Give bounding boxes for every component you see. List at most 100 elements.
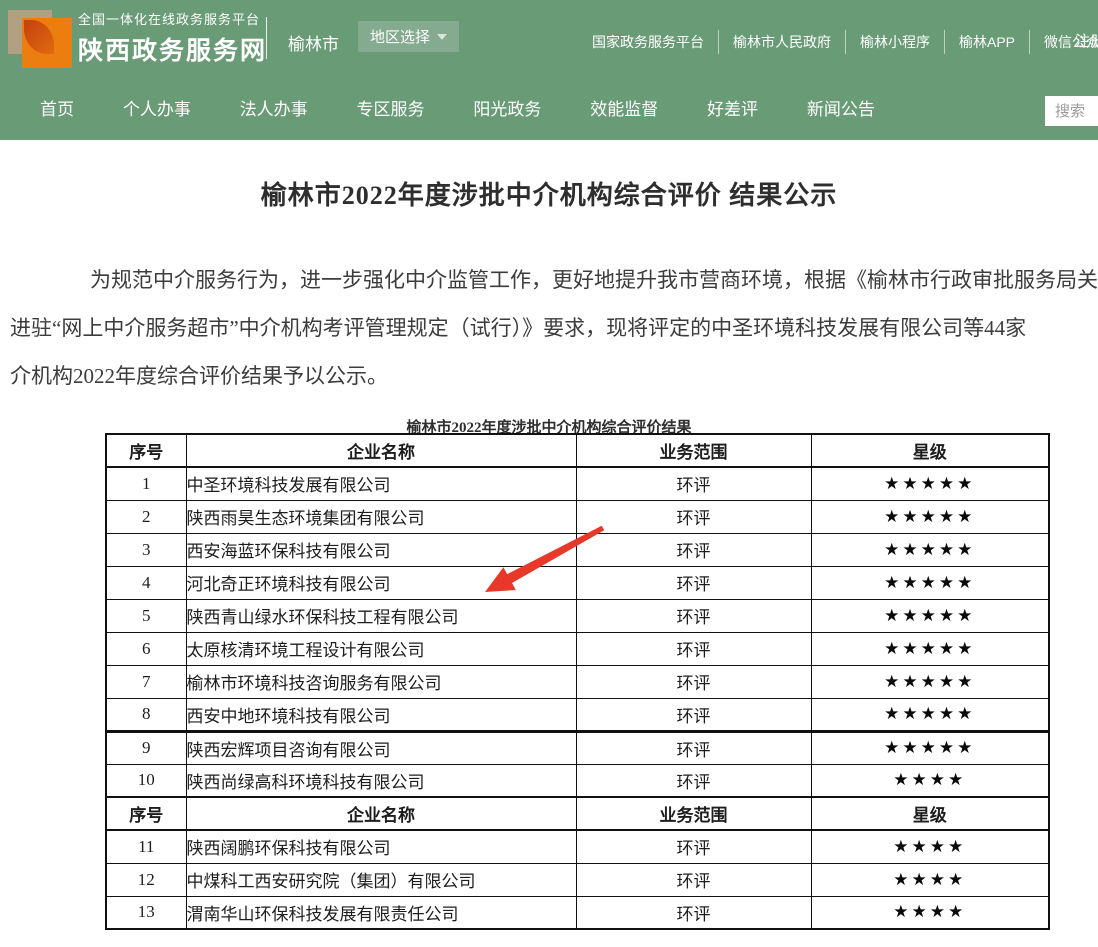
- cell-serial-number: 9: [105, 730, 187, 765]
- cell-star-rating: ★★★★★: [810, 532, 1050, 567]
- column-header-scope: 业务范围: [575, 433, 812, 468]
- cell-star-rating: ★★★★: [810, 763, 1050, 798]
- table-row: 12 中煤科工西安研究院（集团）有限公司 环评 ★★★★: [105, 862, 1050, 897]
- cell-company-name: 陕西宏辉项目咨询有限公司: [185, 730, 577, 765]
- table-row: 4 河北奇正环境科技有限公司 环评 ★★★★★: [105, 565, 1050, 600]
- cell-business-scope: 环评: [575, 730, 812, 765]
- cell-serial-number: 3: [105, 532, 187, 567]
- cell-star-rating: ★★★★★: [810, 565, 1050, 600]
- table-header-row: 序号 企业名称 业务范围 星级: [105, 796, 1050, 831]
- nav-item-legal-person[interactable]: 法人办事: [239, 100, 308, 119]
- cell-business-scope: 环评: [575, 664, 812, 699]
- platform-name: 全国一体化在线政务服务平台: [78, 12, 261, 27]
- cell-star-rating: ★★★★: [810, 829, 1050, 864]
- cell-star-rating: ★★★★★: [810, 664, 1050, 699]
- table-row: 10 陕西尚绿高科环境科技有限公司 环评 ★★★★: [105, 763, 1050, 798]
- site-logo-icon: [8, 6, 72, 70]
- link-yulin-government[interactable]: 榆林市人民政府: [718, 30, 845, 54]
- cell-star-rating: ★★★★: [810, 862, 1050, 897]
- cell-business-scope: 环评: [575, 565, 812, 600]
- cell-serial-number: 6: [105, 631, 187, 666]
- nav-item-home[interactable]: 首页: [40, 100, 74, 119]
- cell-company-name: 太原核清环境工程设计有限公司: [185, 631, 577, 666]
- site-titles: 全国一体化在线政务服务平台 陕西政务服务网: [78, 9, 267, 67]
- cell-business-scope: 环评: [575, 697, 812, 733]
- table-row: 5 陕西青山绿水环保科技工程有限公司 环评 ★★★★★: [105, 598, 1050, 633]
- cell-company-name: 河北奇正环境科技有限公司: [185, 565, 577, 600]
- cell-business-scope: 环评: [575, 631, 812, 666]
- site-name: 陕西政务服务网: [78, 37, 268, 65]
- cell-serial-number: 7: [105, 664, 187, 699]
- column-header-no: 序号: [105, 796, 187, 831]
- cell-star-rating: ★★★★★: [810, 730, 1050, 765]
- table-row: 8 西安中地环境科技有限公司 环评 ★★★★★: [105, 697, 1050, 733]
- column-header-scope: 业务范围: [575, 796, 812, 831]
- table-row: 7 榆林市环境科技咨询服务有限公司 环评 ★★★★★: [105, 664, 1050, 699]
- cell-business-scope: 环评: [575, 829, 812, 864]
- header-divider: [266, 17, 267, 59]
- cell-star-rating: ★★★★: [810, 895, 1050, 930]
- nav-item-personal[interactable]: 个人办事: [122, 100, 191, 119]
- table-row: 2 陕西雨昊生态环境集团有限公司 环评 ★★★★★: [105, 499, 1050, 534]
- table-body: 序号 企业名称 业务范围 星级 1 中圣环境科技发展有限公司 环评 ★★★★★ …: [105, 433, 1050, 930]
- cell-serial-number: 4: [105, 565, 187, 600]
- paragraph-line: 进驻“网上中介服务超市”中介机构考评管理规定（试行）》要求，现将评定的中圣环境科…: [10, 316, 1027, 340]
- cell-star-rating: ★★★★★: [810, 499, 1050, 534]
- column-header-company: 企业名称: [185, 796, 577, 831]
- column-header-stars: 星级: [810, 796, 1050, 831]
- nav-items: 首页 个人办事 法人办事 专区服务 阳光政务 效能监督 好差评 新闻公告: [40, 75, 875, 140]
- column-header-no: 序号: [105, 433, 187, 468]
- table-row: 3 西安海蓝环保科技有限公司 环评 ★★★★★: [105, 532, 1050, 567]
- announcement-document: 榆林市2022年度涉批中介机构综合评价 结果公示 为规范中介服务行为，进一步强化…: [0, 140, 1098, 947]
- main-nav: 首页 个人办事 法人办事 专区服务 阳光政务 效能监督 好差评 新闻公告: [0, 75, 1098, 140]
- search-input[interactable]: [1045, 96, 1098, 126]
- table-header-row: 序号 企业名称 业务范围 星级: [105, 433, 1050, 468]
- table-row: 13 渭南华山环保科技发展有限责任公司 环评 ★★★★: [105, 895, 1050, 930]
- header-links: 国家政务服务平台 榆林市人民政府 榆林小程序 榆林APP 微信公众号: [578, 30, 1098, 54]
- cell-star-rating: ★★★★★: [810, 697, 1050, 733]
- nav-item-rating[interactable]: 好差评: [707, 100, 759, 119]
- table-row: 1 中圣环境科技发展有限公司 环评 ★★★★★: [105, 466, 1050, 501]
- cell-company-name: 渭南华山环保科技发展有限责任公司: [185, 895, 577, 930]
- column-header-company: 企业名称: [185, 433, 577, 468]
- cell-serial-number: 13: [105, 895, 187, 930]
- region-select-button[interactable]: 地区选择: [358, 21, 460, 52]
- site-header: 全国一体化在线政务服务平台 陕西政务服务网 榆林市 地区选择 国家政务服务平台 …: [0, 0, 1098, 75]
- page-title: 榆林市2022年度涉批中介机构综合评价 结果公示: [260, 181, 838, 210]
- cell-company-name: 陕西尚绿高科环境科技有限公司: [185, 763, 577, 798]
- announcement-paragraph: 为规范中介服务行为，进一步强化中介监管工作，更好地提升我市营商环境，根据《榆林市…: [0, 256, 1098, 400]
- current-city-label: 榆林市: [288, 35, 339, 54]
- link-national-platform[interactable]: 国家政务服务平台: [592, 34, 704, 50]
- nav-item-efficiency[interactable]: 效能监督: [590, 100, 659, 119]
- evaluation-results-table: 序号 企业名称 业务范围 星级 1 中圣环境科技发展有限公司 环评 ★★★★★ …: [105, 433, 1050, 930]
- cell-serial-number: 8: [105, 697, 187, 733]
- cell-serial-number: 10: [105, 763, 187, 798]
- chevron-down-icon: [437, 33, 448, 40]
- cell-star-rating: ★★★★★: [810, 598, 1050, 633]
- nav-item-open-gov[interactable]: 阳光政务: [473, 100, 542, 119]
- cell-serial-number: 5: [105, 598, 187, 633]
- cell-business-scope: 环评: [575, 862, 812, 897]
- nav-item-zone-services[interactable]: 专区服务: [356, 100, 425, 119]
- link-wechat-official[interactable]: 微信公众号: [1029, 30, 1098, 54]
- cell-business-scope: 环评: [575, 763, 812, 798]
- cell-company-name: 西安海蓝环保科技有限公司: [185, 532, 577, 567]
- cell-serial-number: 11: [105, 829, 187, 864]
- link-yulin-app[interactable]: 榆林APP: [944, 30, 1029, 54]
- paragraph-line: 介机构2022年度综合评价结果予以公示。: [10, 364, 388, 388]
- cell-star-rating: ★★★★★: [810, 631, 1050, 666]
- cell-company-name: 西安中地环境科技有限公司: [185, 697, 577, 733]
- table-row: 11 陕西阔鹏环保科技有限公司 环评 ★★★★: [105, 829, 1050, 864]
- cell-business-scope: 环评: [575, 598, 812, 633]
- region-select-label: 地区选择: [370, 29, 431, 46]
- paragraph-line: 为规范中介服务行为，进一步强化中介监管工作，更好地提升我市营商环境，根据《榆林市…: [90, 268, 1098, 292]
- table-row: 6 太原核清环境工程设计有限公司 环评 ★★★★★: [105, 631, 1050, 666]
- cell-business-scope: 环评: [575, 466, 812, 501]
- link-yulin-miniprogram[interactable]: 榆林小程序: [845, 30, 944, 54]
- column-header-stars: 星级: [810, 433, 1050, 468]
- nav-item-news[interactable]: 新闻公告: [806, 100, 875, 119]
- register-link[interactable]: 注册: [1075, 33, 1098, 50]
- table-row: 9 陕西宏辉项目咨询有限公司 环评 ★★★★★: [105, 730, 1050, 765]
- cell-business-scope: 环评: [575, 895, 812, 930]
- cell-serial-number: 12: [105, 862, 187, 897]
